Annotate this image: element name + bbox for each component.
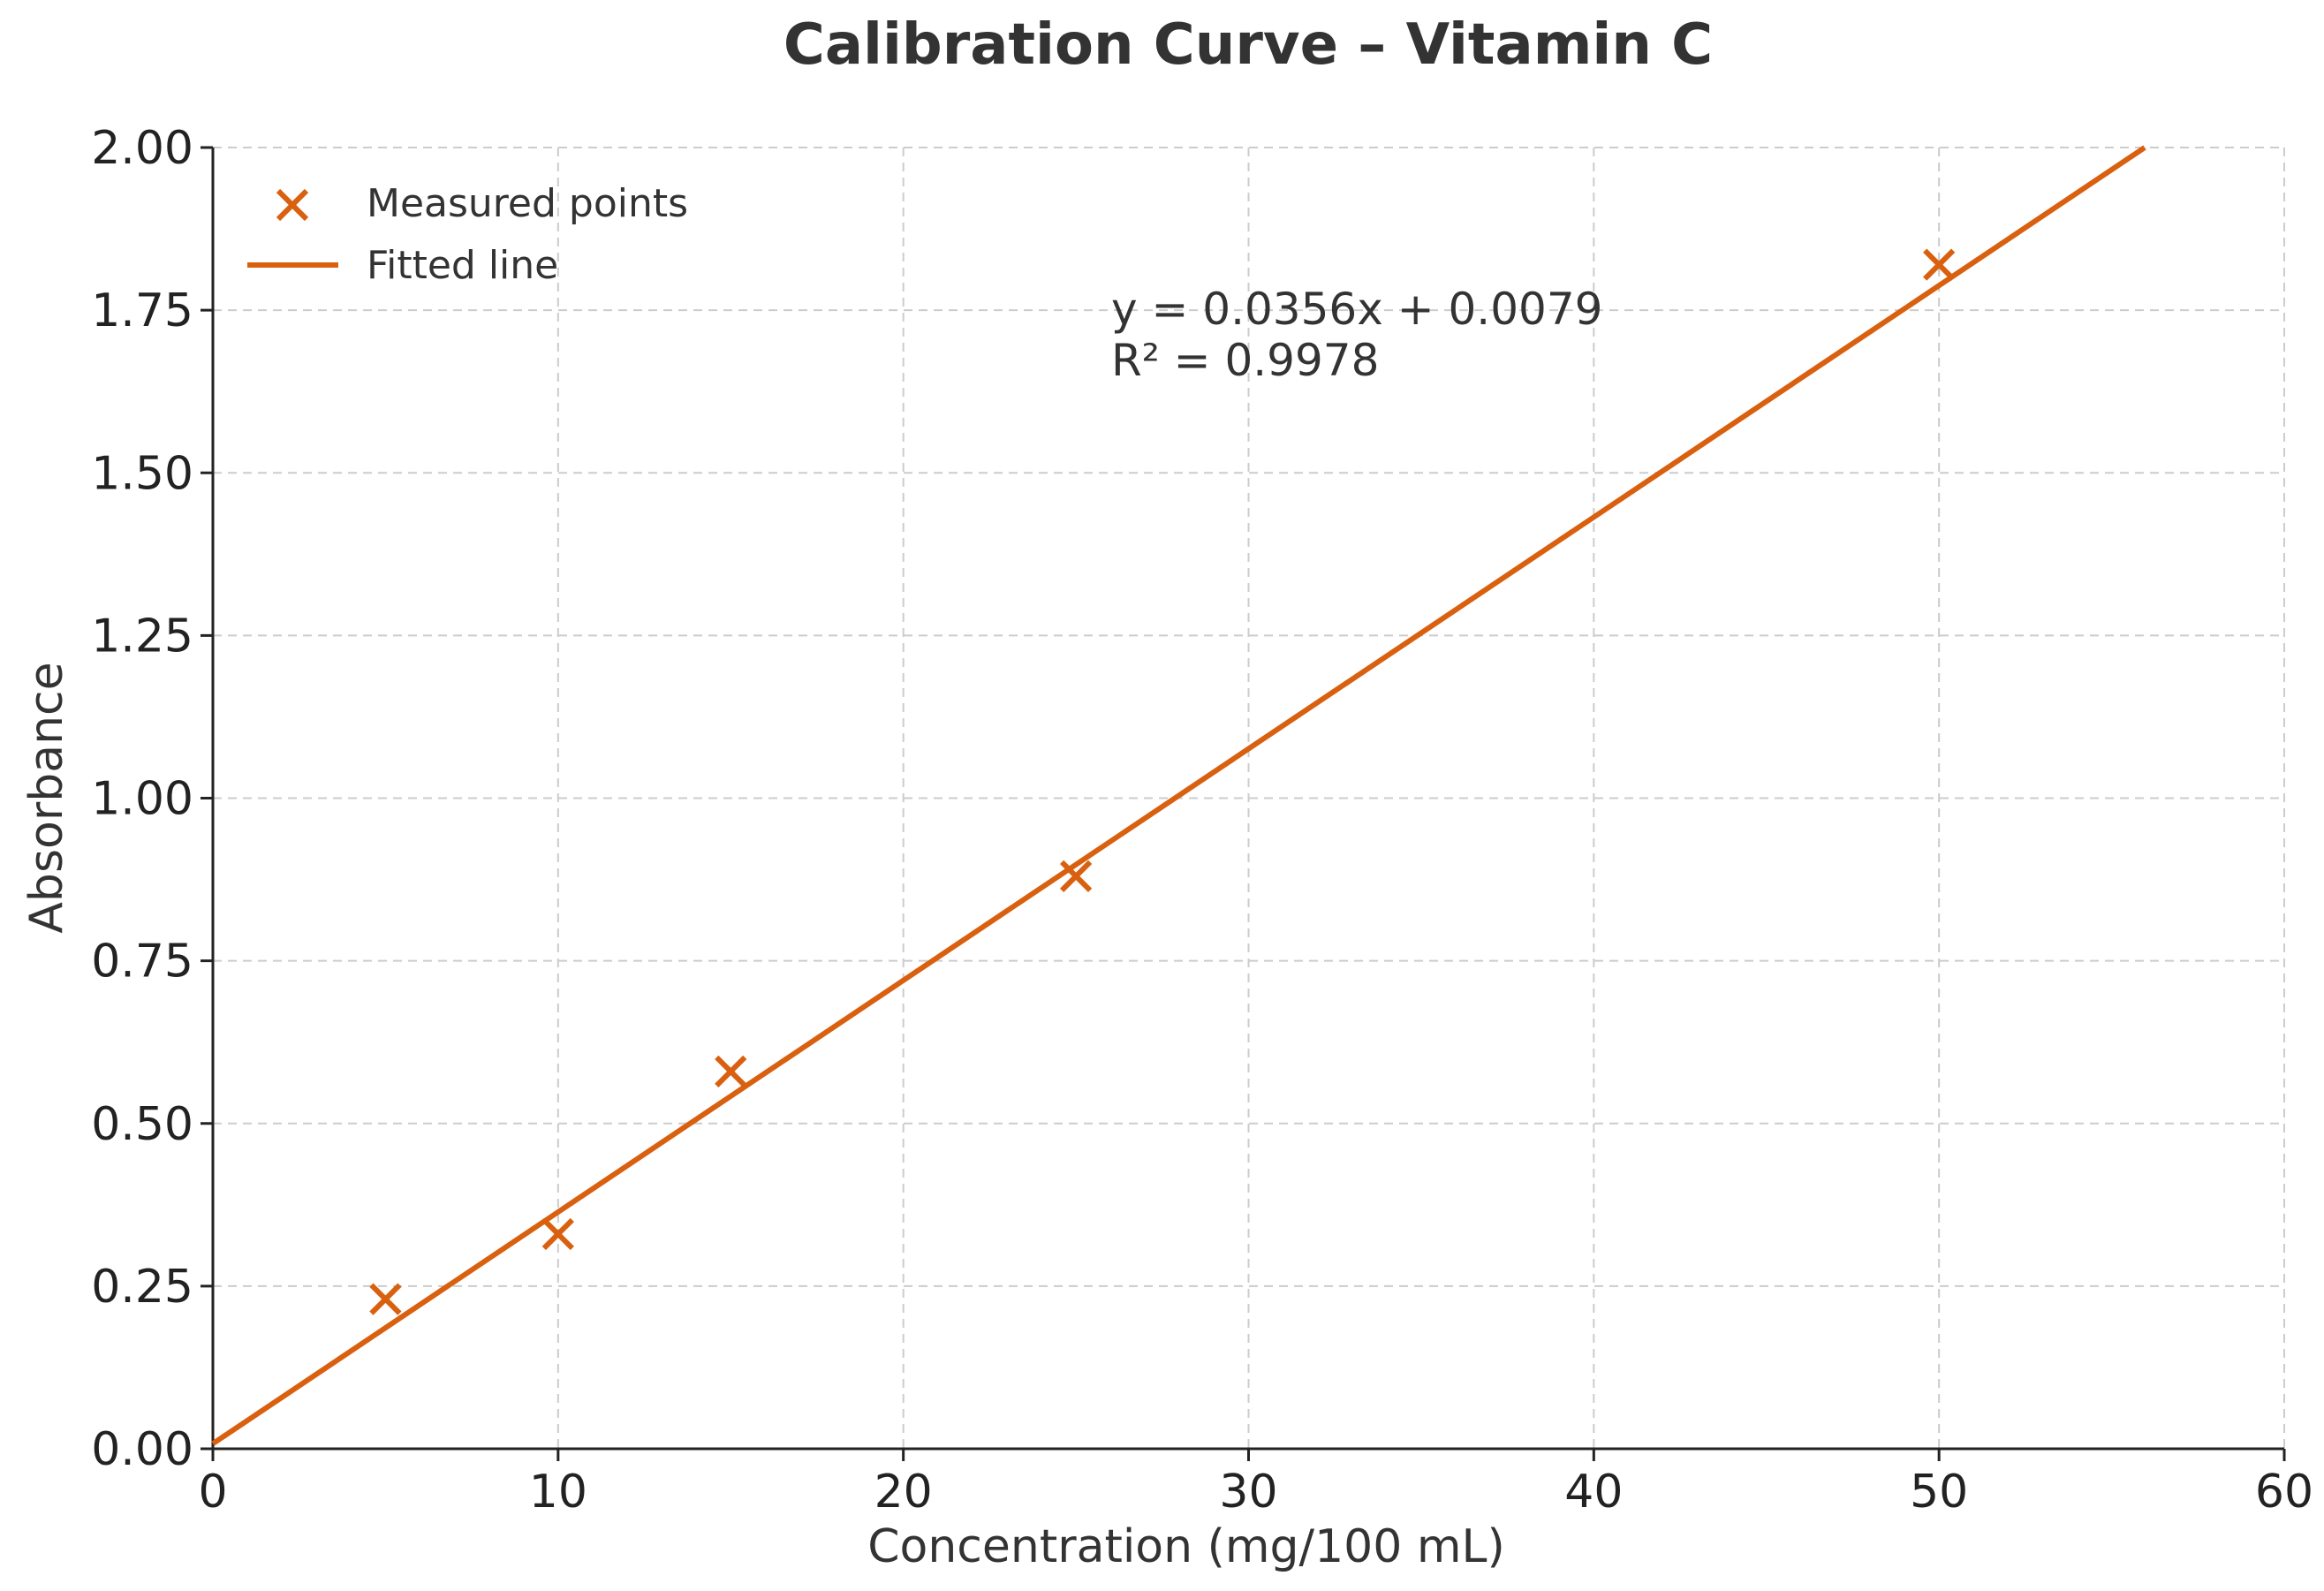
marker-stroke — [276, 188, 309, 222]
data-point — [1059, 860, 1093, 893]
marker-stroke — [541, 1217, 574, 1251]
x-tick-label: 40 — [1564, 1466, 1623, 1519]
y-tick-label: 0.25 — [91, 1261, 193, 1314]
y-tick-label: 1.25 — [91, 610, 193, 663]
y-tick-label: 1.75 — [91, 284, 193, 337]
y-tick-label: 0.50 — [91, 1098, 193, 1151]
marker-stroke — [1059, 860, 1093, 893]
y-axis-label: Absorbance — [20, 662, 73, 933]
legend-x-marker — [276, 188, 309, 222]
data-series — [211, 145, 2146, 1446]
legend-label-fitted-line: Fitted line — [367, 243, 558, 288]
x-tick-label: 60 — [2255, 1466, 2313, 1519]
y-tick-label: 0.00 — [91, 1423, 193, 1476]
y-tick-label: 1.00 — [91, 773, 193, 826]
data-point — [715, 1055, 747, 1087]
legend-label-measured-points: Measured points — [367, 181, 688, 226]
legend-marker-measured-points — [276, 188, 309, 222]
data-point — [369, 1283, 402, 1315]
data-point — [1923, 248, 1956, 281]
y-tick-label: 0.75 — [91, 936, 193, 989]
marker-stroke — [369, 1283, 402, 1315]
chart-title: Calibration Curve – Vitamin C — [783, 12, 1713, 78]
fit-r-squared: R² = 0.9978 — [1111, 335, 1379, 386]
fit-equation: y = 0.0356x + 0.0079 — [1111, 284, 1602, 335]
y-tick-label: 2.00 — [91, 122, 193, 175]
marker-stroke — [1923, 248, 1956, 281]
marker-stroke — [715, 1055, 747, 1087]
fitted-line — [211, 145, 2146, 1446]
x-axis-label: Concentration (mg/100 mL) — [867, 1520, 1505, 1573]
x-tick-label: 20 — [874, 1466, 933, 1519]
data-point — [541, 1217, 574, 1251]
ticks: 0 10 20 30 40 50 60 0.00 0.25 0.50 0.75 1.00 1.25 1.5… — [91, 122, 2313, 1519]
legend: Measured points Fitted line — [247, 181, 688, 288]
x-tick-label: 0 — [198, 1466, 227, 1519]
x-tick-label: 50 — [1910, 1466, 1968, 1519]
x-tick-label: 30 — [1219, 1466, 1277, 1519]
x-tick-label: 10 — [529, 1466, 587, 1519]
y-tick-label: 1.50 — [91, 447, 193, 500]
